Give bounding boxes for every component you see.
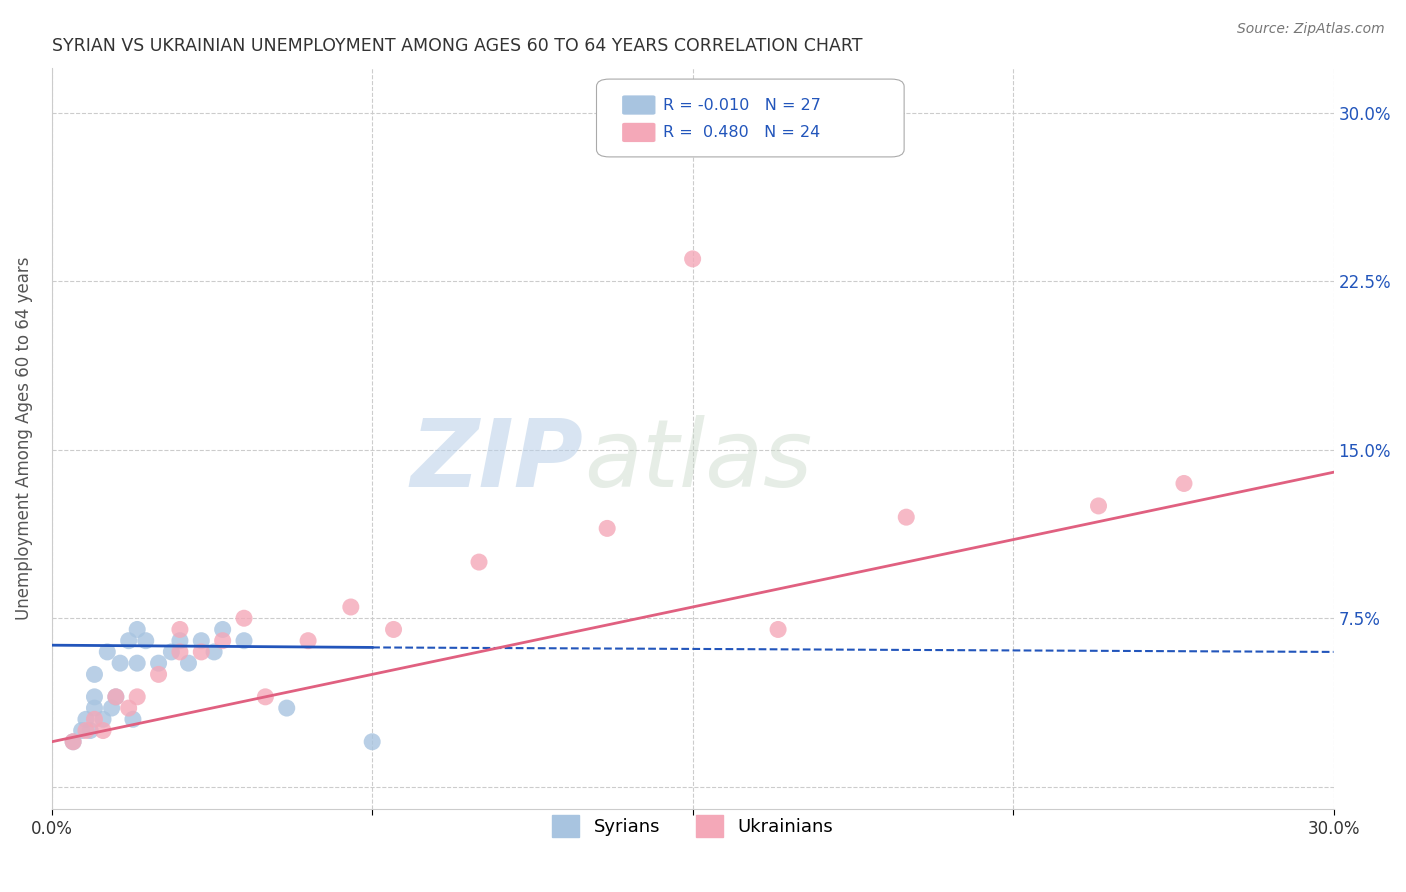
Point [1087, 499, 1109, 513]
Point [75, 723, 97, 738]
Point [148, 667, 170, 681]
Point [254, 690, 277, 704]
Legend: Syrians, Ukrainians: Syrians, Ukrainians [544, 808, 841, 845]
FancyBboxPatch shape [621, 123, 655, 142]
Point [127, 656, 149, 670]
Point [118, 701, 141, 715]
Point [91, 723, 114, 738]
Point [211, 633, 233, 648]
Point [75, 712, 97, 726]
Point [682, 252, 704, 266]
Point [104, 690, 127, 704]
Point [135, 633, 157, 648]
Point [83, 712, 105, 726]
Point [468, 555, 491, 569]
Point [233, 611, 256, 625]
Point [122, 712, 145, 726]
Point [276, 701, 298, 715]
Y-axis label: Unemployment Among Ages 60 to 64 years: Unemployment Among Ages 60 to 64 years [15, 257, 32, 620]
Point [190, 645, 212, 659]
Point [202, 645, 225, 659]
Point [91, 712, 114, 726]
Point [148, 656, 170, 670]
Text: Source: ZipAtlas.com: Source: ZipAtlas.com [1237, 22, 1385, 37]
Text: R =  0.480   N = 24: R = 0.480 N = 24 [664, 125, 821, 140]
Point [596, 521, 619, 535]
Point [382, 623, 405, 637]
Point [177, 656, 200, 670]
Point [79, 723, 101, 738]
Point [83, 701, 105, 715]
Point [70, 723, 93, 738]
Point [896, 510, 918, 524]
Point [1173, 476, 1195, 491]
Point [104, 690, 127, 704]
FancyBboxPatch shape [621, 95, 655, 115]
Point [62, 735, 84, 749]
Point [361, 735, 384, 749]
Point [169, 645, 191, 659]
Point [160, 645, 183, 659]
Point [83, 690, 105, 704]
Point [83, 667, 105, 681]
Text: atlas: atlas [583, 416, 811, 507]
Point [233, 633, 256, 648]
Text: ZIP: ZIP [411, 415, 583, 507]
Point [297, 633, 319, 648]
Point [190, 633, 212, 648]
Text: R = -0.010   N = 27: R = -0.010 N = 27 [664, 97, 821, 112]
Point [62, 735, 84, 749]
Text: SYRIAN VS UKRAINIAN UNEMPLOYMENT AMONG AGES 60 TO 64 YEARS CORRELATION CHART: SYRIAN VS UKRAINIAN UNEMPLOYMENT AMONG A… [52, 37, 862, 55]
Point [127, 623, 149, 637]
Point [211, 623, 233, 637]
Point [127, 690, 149, 704]
Point [118, 633, 141, 648]
Point [96, 645, 118, 659]
Point [169, 623, 191, 637]
Point [100, 701, 122, 715]
FancyBboxPatch shape [596, 79, 904, 157]
Point [340, 599, 363, 614]
Point [108, 656, 131, 670]
Point [169, 633, 191, 648]
Point [766, 623, 789, 637]
